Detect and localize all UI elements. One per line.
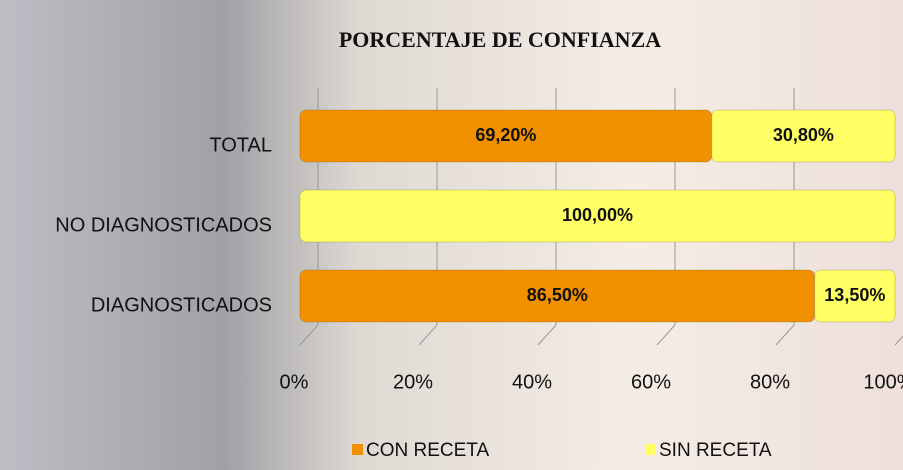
- legend-swatch: [645, 444, 656, 455]
- legend-swatch: [352, 444, 363, 455]
- x-tick-label: 0%: [280, 371, 309, 393]
- y-tick-label: NO DIAGNOSTICADOS: [55, 214, 272, 236]
- x-tick-label: 80%: [750, 371, 790, 393]
- y-tick-label: TOTAL: [209, 134, 272, 156]
- x-tick-label: 60%: [631, 371, 671, 393]
- x-tick-label: 40%: [512, 371, 552, 393]
- value-label: 100,00%: [562, 205, 633, 225]
- chart-title: PORCENTAJE DE CONFIANZA: [339, 27, 661, 52]
- legend-label: CON RECETA: [366, 440, 489, 461]
- x-tick-label: 20%: [393, 371, 433, 393]
- value-label: 69,20%: [475, 125, 536, 145]
- value-label: 13,50%: [824, 285, 885, 305]
- value-label: 30,80%: [773, 125, 834, 145]
- legend-label: SIN RECETA: [659, 440, 772, 461]
- x-tick-label: 100%: [863, 371, 903, 393]
- y-tick-label: DIAGNOSTICADOS: [91, 294, 272, 316]
- chart: PORCENTAJE DE CONFIANZA 0% 20% 40% 60% 80% 10…: [0, 0, 903, 470]
- value-label: 86,50%: [527, 285, 588, 305]
